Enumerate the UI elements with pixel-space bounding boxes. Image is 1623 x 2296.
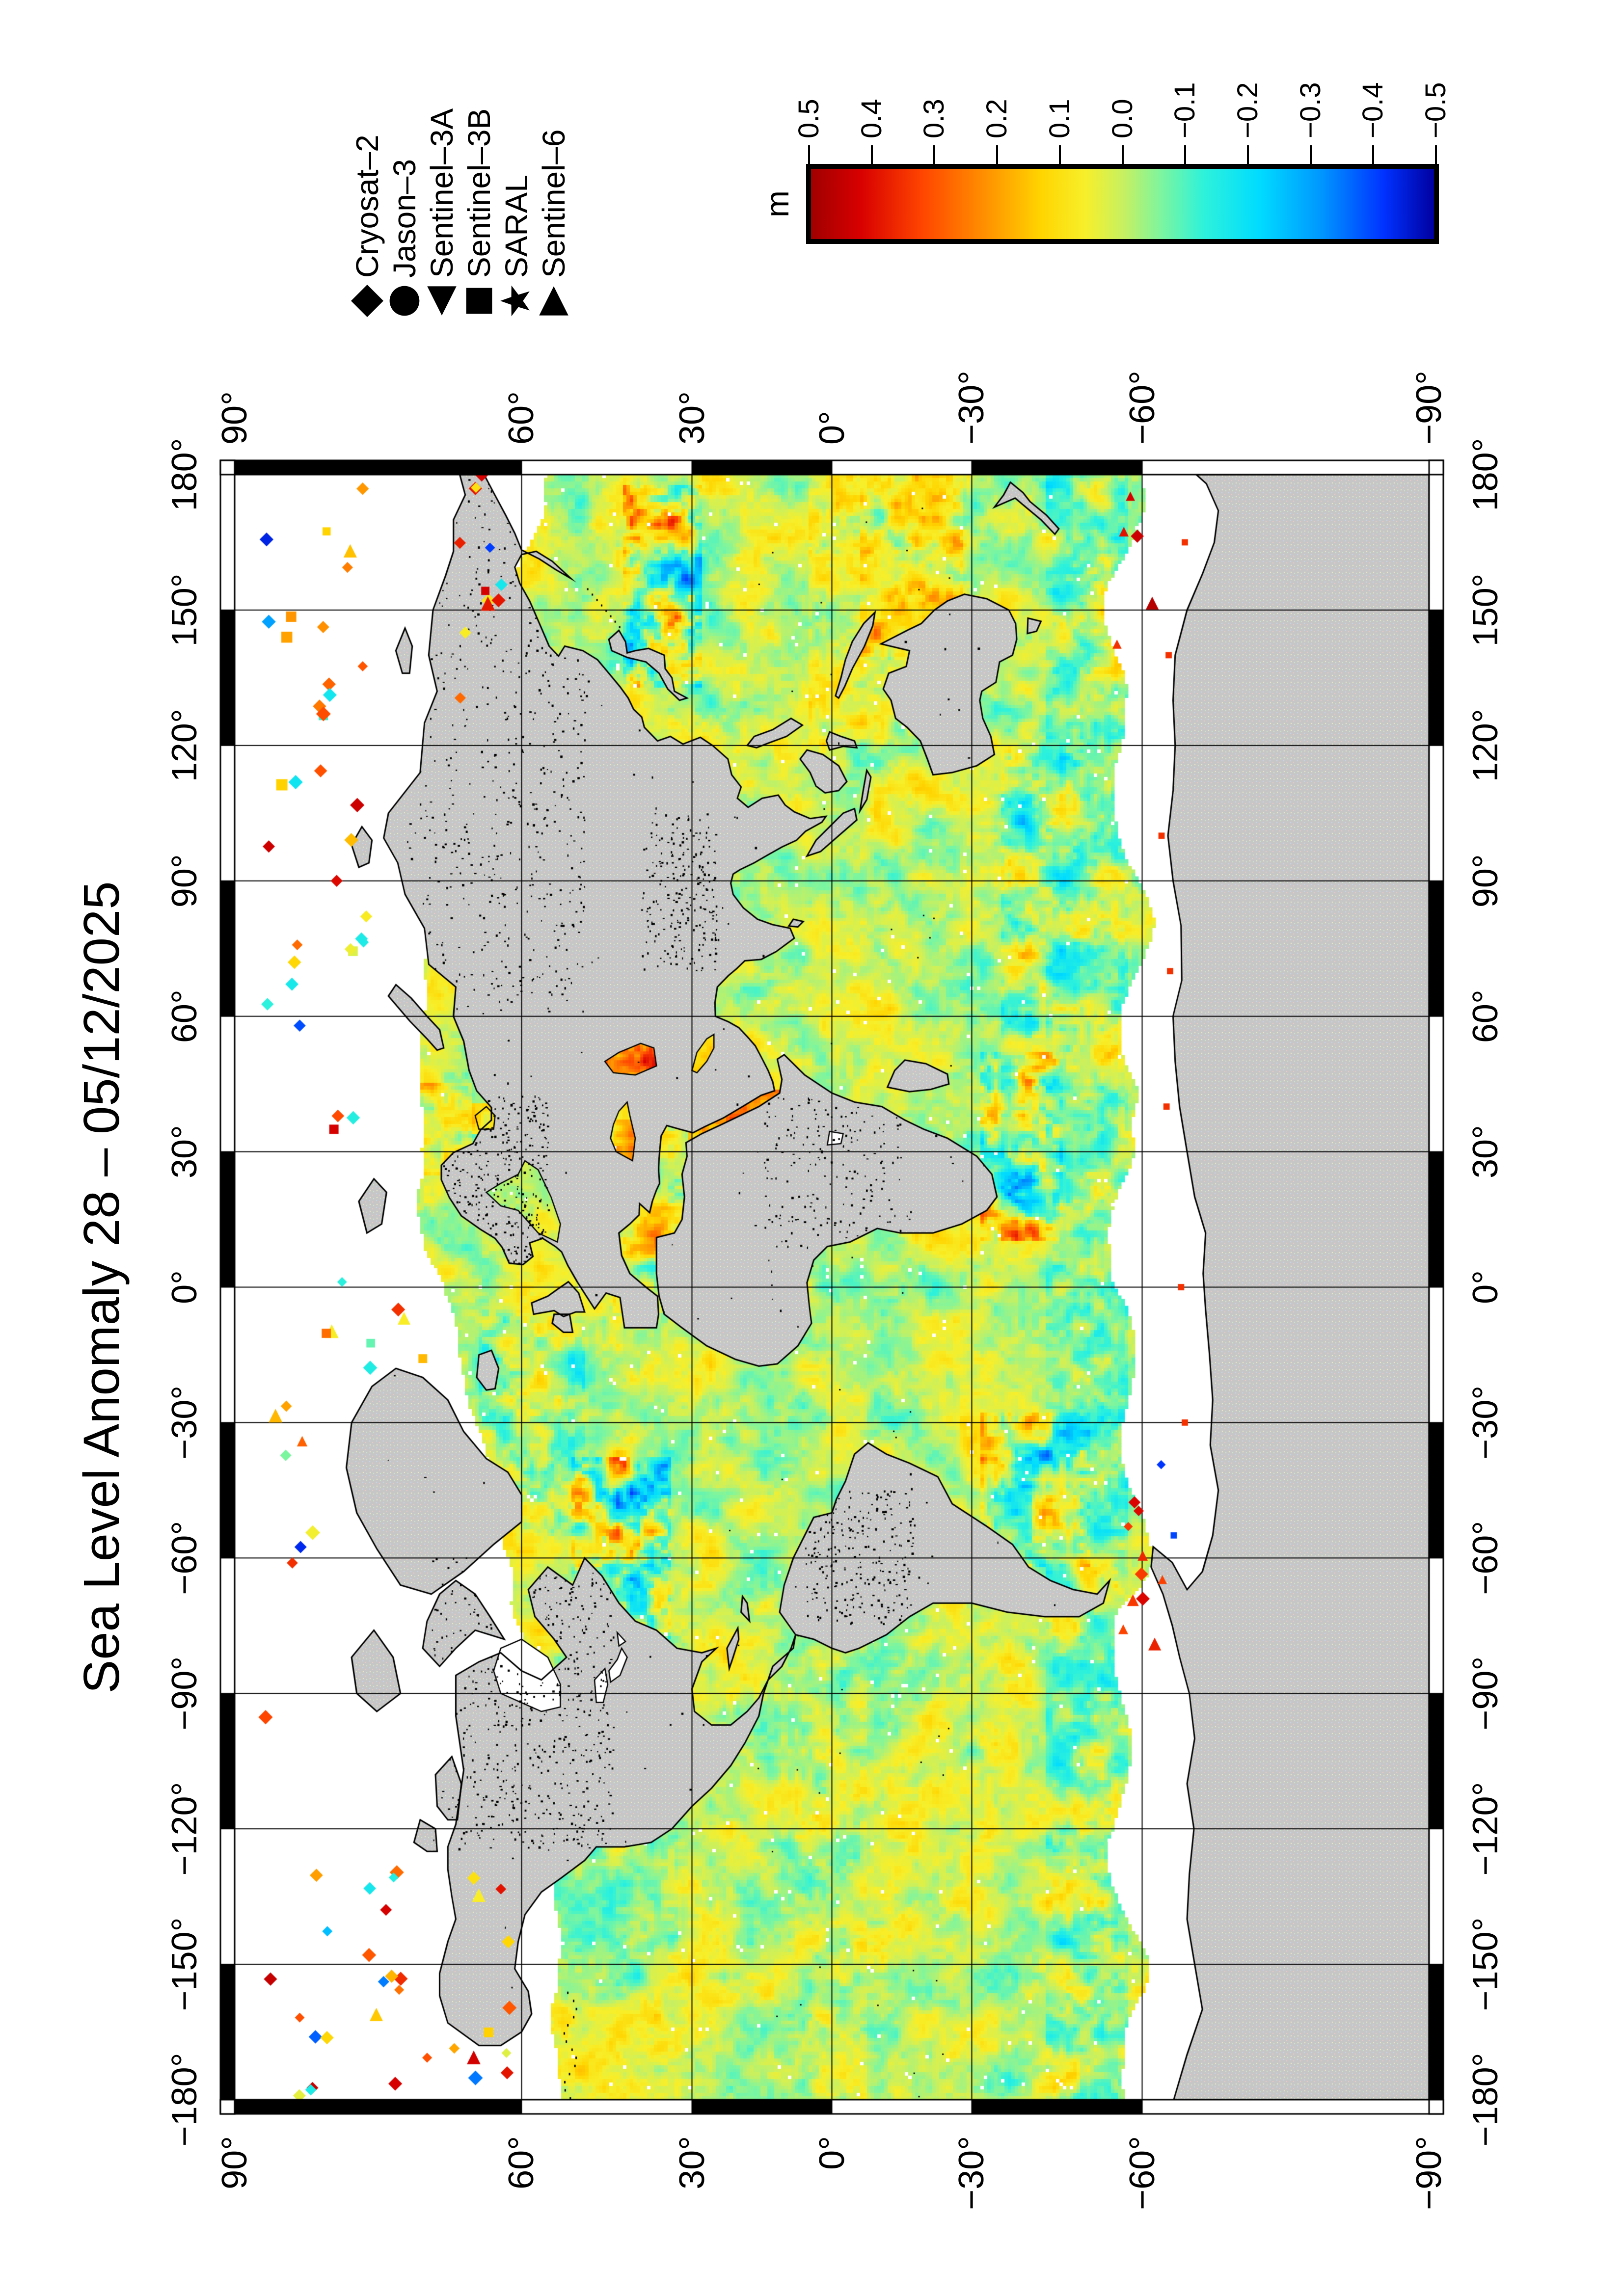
lon-tick-label-top: −30° <box>165 1385 204 1460</box>
colorbar <box>806 164 1439 244</box>
lon-tick-label-top: −60° <box>165 1521 204 1595</box>
legend-row: Sentinel–3B <box>461 9 497 333</box>
lat-tick-label-left: 60° <box>502 2136 541 2189</box>
colorbar-tick-label: −0.4 <box>1357 82 1389 139</box>
lon-tick-label-bottom: 120° <box>1466 709 1505 782</box>
lat-tick-label-left: 90° <box>215 2136 254 2189</box>
lon-tick-label-top: 60° <box>165 989 204 1043</box>
colorbar-tick-mark <box>1435 145 1437 164</box>
legend-entry-label: Sentinel–3B <box>461 108 497 278</box>
legend-entry-label: Sentinel–3A <box>424 108 460 278</box>
colorbar-tick-mark <box>1058 145 1061 164</box>
colorbar-tick-label: 0.5 <box>793 99 825 138</box>
lat-tick-label-right: −30° <box>952 371 992 445</box>
colorbar-tick-mark <box>808 145 810 164</box>
colorbar-tick-mark <box>870 145 873 164</box>
lon-tick-label-bottom: −120° <box>1466 1782 1505 1876</box>
colorbar-unit-label: m <box>759 190 795 217</box>
legend-entry-label: SARAL <box>499 175 534 278</box>
lon-tick-label-bottom: 60° <box>1466 989 1505 1043</box>
colorbar-tick-mark <box>1309 145 1312 164</box>
lon-tick-label-bottom: −90° <box>1466 1656 1505 1731</box>
lon-tick-label-top: 180° <box>165 438 204 511</box>
lon-tick-label-bottom: 180° <box>1466 438 1505 511</box>
legend-entry-label: Jason–3 <box>387 159 422 278</box>
lat-tick-label-right: 60° <box>502 391 541 445</box>
lon-tick-label-top: 30° <box>165 1125 204 1179</box>
legend-row: Sentinel–6 <box>536 9 571 333</box>
star-icon <box>500 285 530 317</box>
colorbar-tick-label: −0.2 <box>1231 82 1264 139</box>
colorbar-tick-label: 0.4 <box>855 99 888 138</box>
lon-tick-label-top: −90° <box>165 1656 204 1731</box>
colorbar-tick-label: 0.1 <box>1043 99 1076 138</box>
colorbar-tick-label: −0.1 <box>1169 82 1201 139</box>
colorbar-tick-mark <box>996 145 999 164</box>
lon-tick-label-bottom: −180° <box>1466 2053 1505 2147</box>
lat-tick-label-left: 30° <box>672 2136 712 2189</box>
lat-tick-label-left: 0° <box>812 2136 852 2170</box>
lat-tick-label-right: −90° <box>1409 371 1449 445</box>
lon-tick-label-bottom: −30° <box>1466 1385 1505 1460</box>
lon-tick-label-top: 120° <box>165 709 204 782</box>
lon-tick-label-bottom: 30° <box>1466 1125 1505 1179</box>
lon-tick-label-bottom: 150° <box>1466 573 1505 647</box>
lon-tick-label-bottom: 90° <box>1466 854 1505 908</box>
colorbar-tick-mark <box>1372 145 1375 164</box>
lat-tick-label-right: −60° <box>1122 371 1162 445</box>
lon-tick-label-bottom: −60° <box>1466 1521 1505 1595</box>
colorbar-tick-mark <box>1246 145 1249 164</box>
colorbar-tick-label: −0.3 <box>1294 82 1326 139</box>
legend-row: SARAL <box>499 9 534 333</box>
triangle-left-icon <box>427 286 457 316</box>
colorbar-tick-label: −0.5 <box>1420 82 1452 139</box>
diamond-icon <box>351 285 383 317</box>
legend-row: Jason–3 <box>387 9 422 333</box>
lat-tick-label-right: 0° <box>812 411 852 445</box>
lat-tick-label-left: −30° <box>952 2136 992 2210</box>
colorbar-tick-mark <box>933 145 936 164</box>
page-title: Sea Level Anomaly 28 – 05/12/2025 <box>73 881 130 1694</box>
colorbar-tick-label: 0.3 <box>918 99 950 138</box>
colorbar-tick-mark <box>1121 145 1124 164</box>
lon-tick-label-top: −180° <box>165 2053 204 2147</box>
lon-tick-label-bottom: 0° <box>1466 1270 1505 1304</box>
lon-tick-label-top: 90° <box>165 854 204 908</box>
lon-tick-label-top: 0° <box>165 1270 204 1304</box>
lat-tick-label-right: 30° <box>672 391 712 445</box>
colorbar-tick-label: 0.2 <box>981 99 1013 138</box>
square-icon <box>466 288 492 314</box>
lat-tick-label-right: 90° <box>215 391 254 445</box>
lat-tick-label-left: −90° <box>1409 2136 1449 2210</box>
lon-tick-label-bottom: −150° <box>1466 1917 1505 2011</box>
triangle-right-icon <box>539 286 568 316</box>
colorbar-tick-label: 0.0 <box>1106 99 1138 138</box>
legend-row: Sentinel–3A <box>424 9 460 333</box>
lon-tick-label-top: −150° <box>165 1917 204 2011</box>
lon-tick-label-top: −120° <box>165 1782 204 1876</box>
lon-tick-label-top: 150° <box>165 573 204 647</box>
legend-entry-label: Sentinel–6 <box>536 129 571 278</box>
legend-row: Cryosat–2 <box>350 9 385 333</box>
satellite-legend: Cryosat–2 Jason–3 Sentinel–3A Sentinel–3B SA… <box>344 9 599 333</box>
lat-tick-label-left: −60° <box>1122 2136 1162 2210</box>
legend-entry-label: Cryosat–2 <box>350 134 385 278</box>
colorbar-tick-mark <box>1184 145 1187 164</box>
circle-icon <box>389 286 420 316</box>
